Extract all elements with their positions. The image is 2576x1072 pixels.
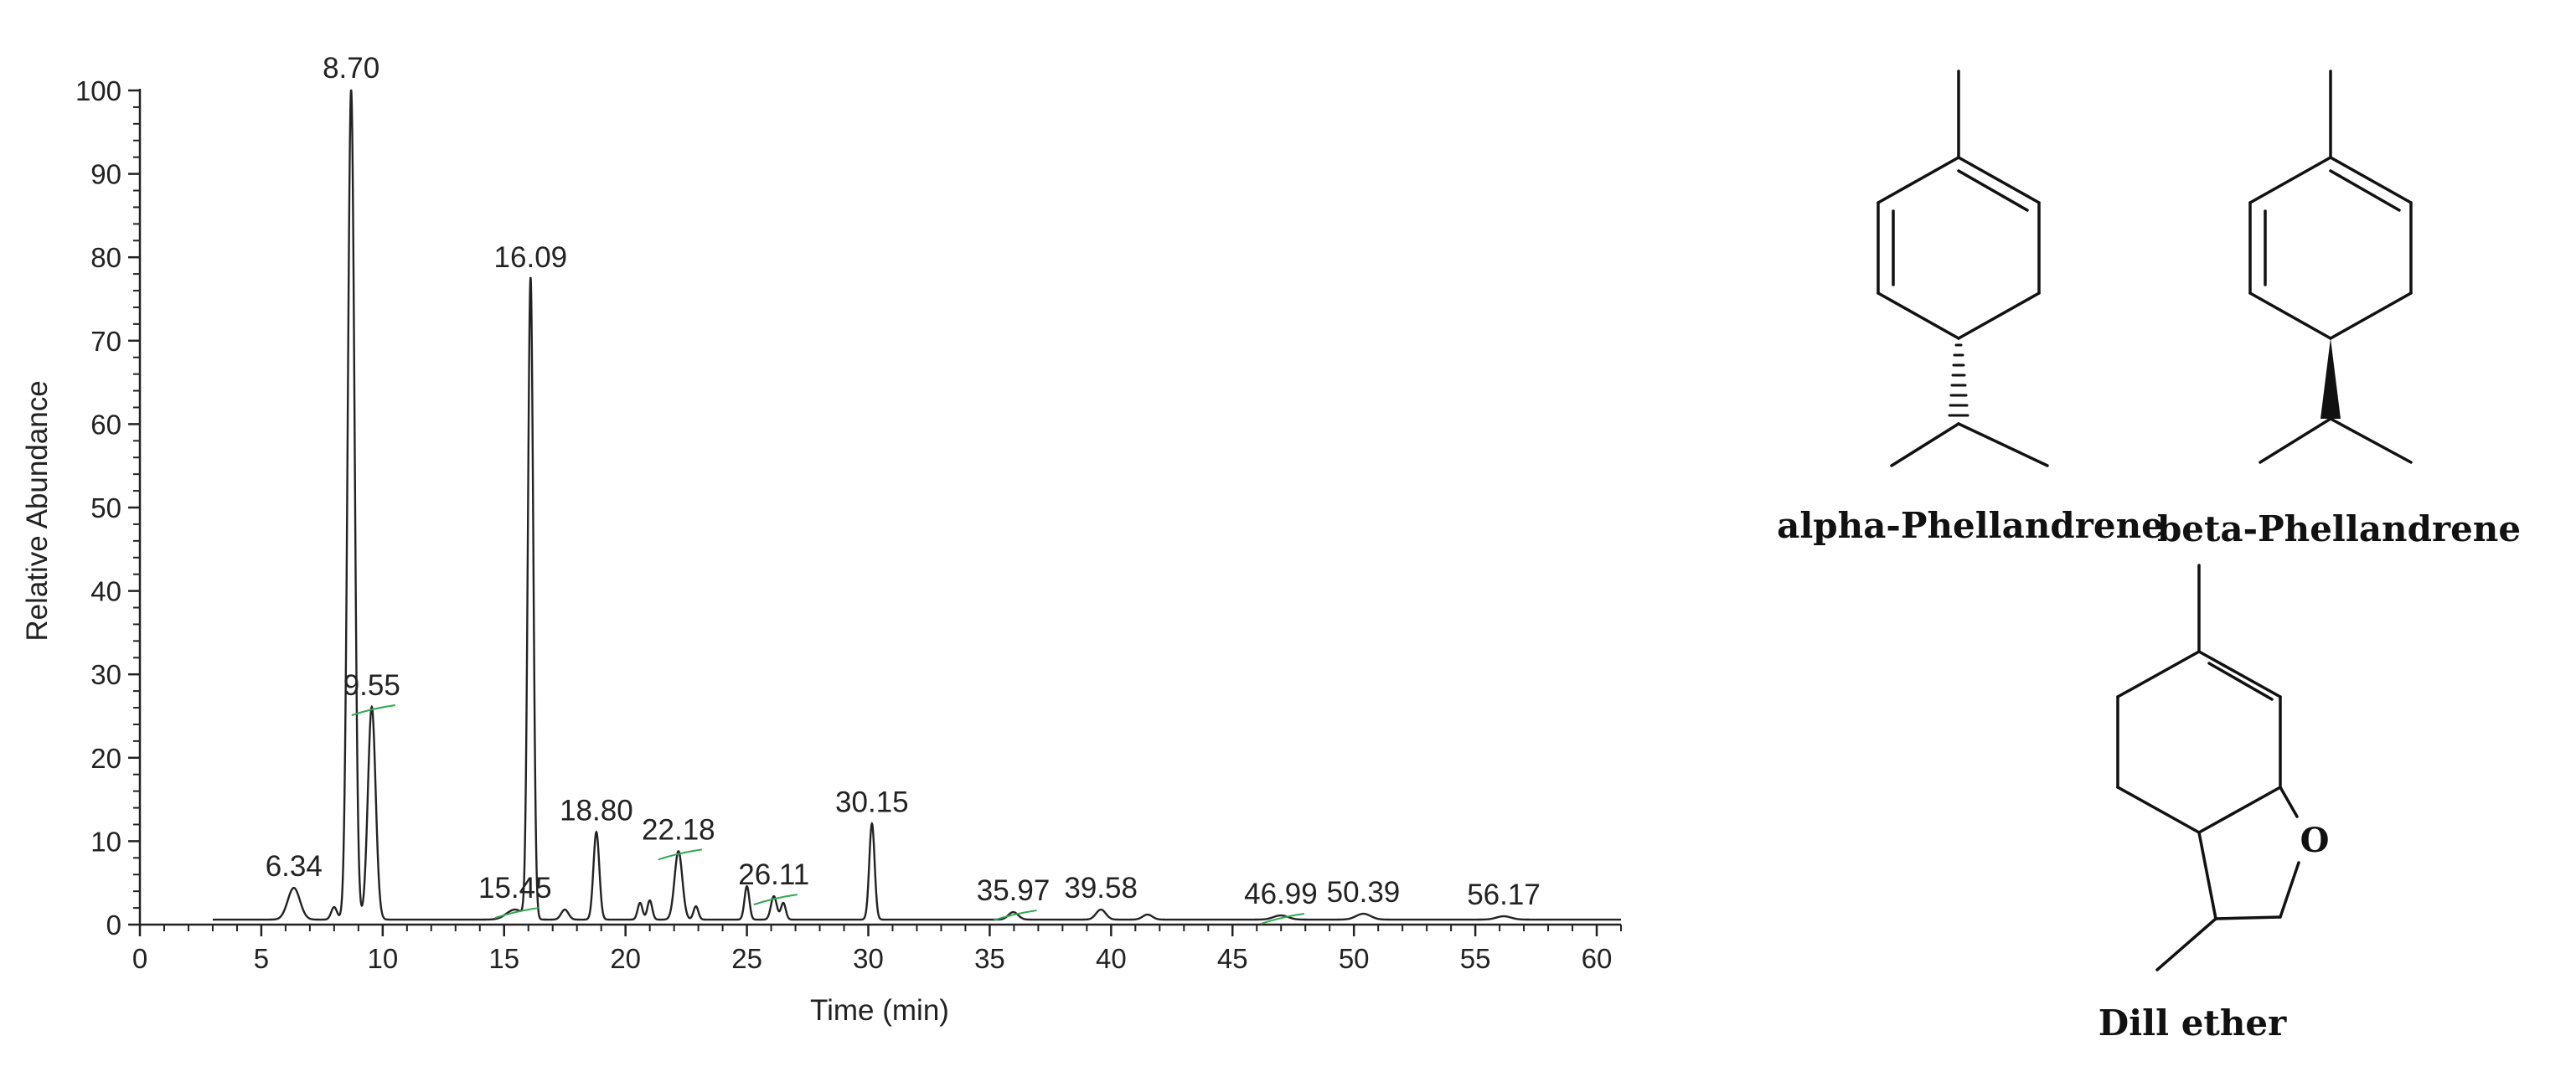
x-tick-label: 5 (254, 943, 269, 974)
x-tick-label: 15 (488, 943, 519, 974)
x-tick-label: 45 (1217, 943, 1248, 974)
integration-mark (494, 907, 539, 920)
dill-ether-structure (2116, 564, 2300, 972)
y-tick-label: 60 (90, 409, 121, 440)
integration-mark (658, 848, 702, 861)
peak-label: 56.17 (1467, 879, 1541, 911)
peak-label: 18.80 (560, 794, 633, 827)
y-tick-label: 70 (90, 326, 121, 357)
solid-wedge-bond (2320, 338, 2341, 419)
chromatogram-trace (212, 89, 1621, 921)
y-tick-label: 0 (106, 910, 121, 941)
y-tick-label: 30 (90, 659, 121, 690)
peak-label: 6.34 (266, 850, 323, 883)
peak-labels: 6.34 8.70 9.55 15.45 16.09 18.80 22.18 26.11 30.… (266, 52, 1541, 911)
alpha-phellandrene-label: alpha-Phellandrene (1777, 505, 2164, 546)
x-tick-label: 50 (1339, 943, 1370, 974)
integration-marks (351, 704, 1305, 925)
integration-mark (351, 704, 395, 716)
x-tick-label: 60 (1582, 943, 1613, 974)
y-tick-label: 90 (90, 159, 121, 190)
peak-label: 46.99 (1244, 878, 1318, 910)
peak-label: 8.70 (323, 52, 379, 85)
peak-label: 35.97 (977, 874, 1051, 907)
integration-mark (753, 894, 798, 906)
y-tick-label: 50 (90, 492, 121, 523)
y-tick-label: 100 (75, 75, 121, 106)
y-tick-label: 10 (90, 826, 121, 857)
peak-label: 9.55 (343, 669, 400, 702)
oxygen-atom-label: O (2300, 821, 2330, 860)
x-tick-label: 30 (853, 943, 884, 974)
beta-phellandrene-label: beta-Phellandrene (2157, 508, 2521, 549)
x-tick-label: 20 (610, 943, 641, 974)
hashed-wedge-bond (1948, 343, 1969, 417)
x-tick-label: 35 (974, 943, 1005, 974)
y-axis-ticks: 0 10 20 30 40 50 60 70 80 90 100 (75, 75, 140, 941)
peak-label: 30.15 (835, 786, 909, 818)
x-axis-title: Time (min) (810, 994, 949, 1027)
beta-phellandrene-structure (2248, 70, 2413, 464)
peak-label: 26.11 (738, 858, 809, 891)
peak-label: 15.45 (478, 872, 552, 904)
x-tick-label: 25 (731, 943, 762, 974)
y-tick-label: 40 (90, 576, 121, 607)
y-axis-title: Relative Abundance (21, 380, 54, 641)
chromatogram-chart: 0 10 20 30 40 50 60 70 80 90 100 0 5 10 15 20 25 30 35 40 4… (21, 52, 1622, 1027)
peak-label: 39.58 (1064, 872, 1138, 904)
peak-label: 22.18 (642, 813, 715, 846)
x-tick-label: 40 (1096, 943, 1127, 974)
peak-label: 16.09 (494, 241, 568, 274)
y-tick-label: 20 (90, 743, 121, 774)
x-axis-ticks: 0 5 10 15 20 25 30 35 40 45 50 55 60 (132, 925, 1622, 974)
dill-ether-label: Dill ether (2098, 1002, 2287, 1044)
integration-mark (1260, 913, 1305, 925)
x-tick-label: 10 (367, 943, 398, 974)
y-tick-label: 80 (90, 242, 121, 273)
peak-label: 50.39 (1327, 876, 1401, 909)
x-tick-label: 0 (132, 943, 147, 974)
alpha-phellandrene-structure (1877, 70, 2049, 467)
integration-mark (993, 910, 1037, 922)
x-tick-label: 55 (1460, 943, 1491, 974)
